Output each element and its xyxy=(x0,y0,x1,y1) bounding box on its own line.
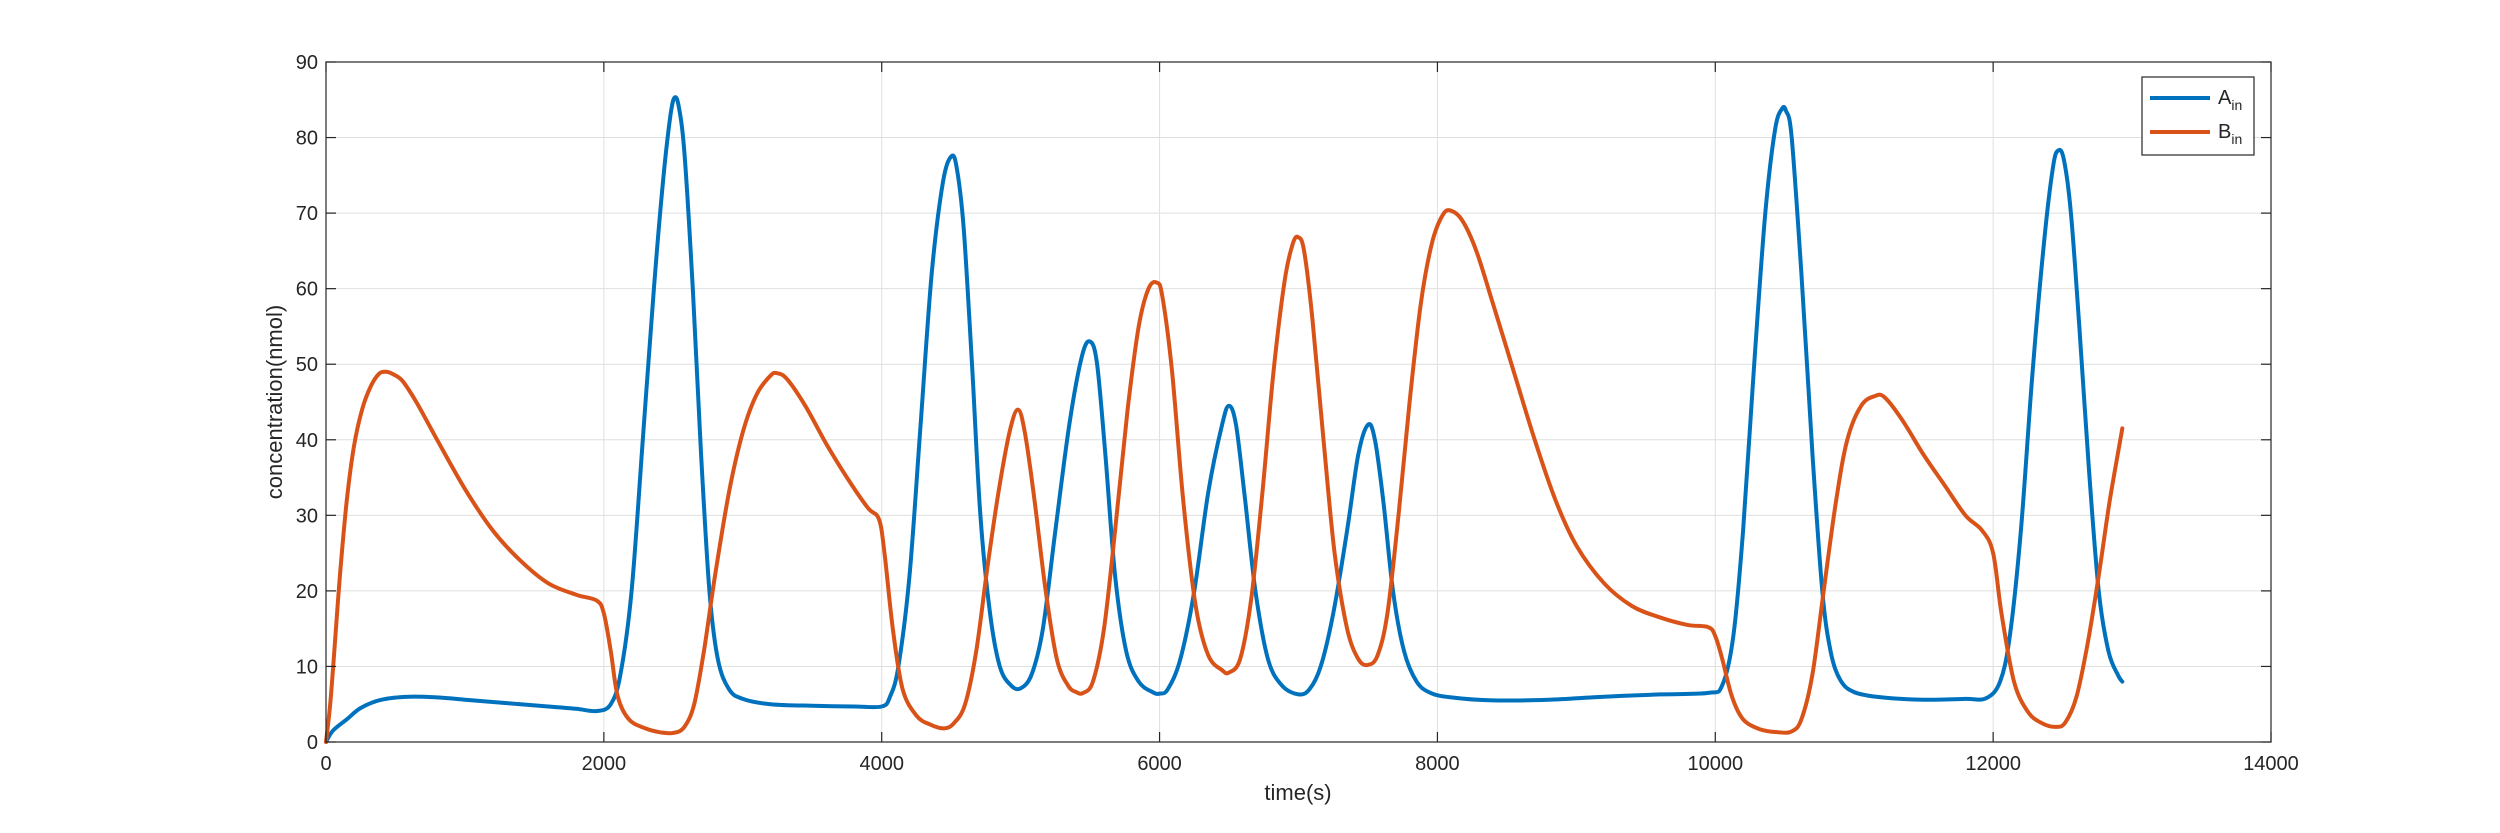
legend-entry-a-subscript: in xyxy=(2231,97,2242,113)
y-tick-label: 50 xyxy=(296,354,318,376)
x-tick-label: 4000 xyxy=(859,753,904,775)
legend-entry-a-name: A xyxy=(2218,87,2232,109)
legend-entry-b-name: B xyxy=(2218,121,2231,143)
legend-box xyxy=(2141,76,2255,156)
plot-area-border xyxy=(325,61,2272,743)
y-tick-label: 20 xyxy=(296,581,318,603)
series-line-b xyxy=(324,208,2125,744)
plot-area-background xyxy=(326,62,2271,742)
y-tick-label: 0 xyxy=(307,732,318,754)
y-tick-label: 10 xyxy=(296,656,318,678)
x-tick-label: 8000 xyxy=(1415,753,1460,775)
series-line-a xyxy=(324,95,2125,744)
y-tick-label: 30 xyxy=(296,505,318,527)
y-tick-label: 70 xyxy=(296,203,318,225)
y-tick-label: 80 xyxy=(296,128,318,150)
y-axis-label: concentration(nmol) xyxy=(262,305,287,499)
series-layer xyxy=(324,95,2125,744)
legend-entry-b: Bin xyxy=(2218,121,2242,147)
x-tick-label: 10000 xyxy=(1687,753,1743,775)
x-tick-label: 2000 xyxy=(582,753,627,775)
x-tick-label: 0 xyxy=(320,753,331,775)
legend: Ain Bin xyxy=(2141,76,2255,156)
legend-entry-a: Ain xyxy=(2218,87,2242,113)
y-tick-label: 90 xyxy=(296,52,318,74)
x-tick-label: 6000 xyxy=(1137,753,1182,775)
y-tick-label: 40 xyxy=(296,430,318,452)
y-tick-label: 60 xyxy=(296,279,318,301)
legend-entry-b-subscript: in xyxy=(2231,131,2242,147)
x-tick-label: 14000 xyxy=(2243,753,2299,775)
x-axis-label: time(s) xyxy=(1264,780,1331,805)
x-tick-label: 12000 xyxy=(1965,753,2021,775)
tick-labels: 0 2000 4000 6000 8000 10000 12000 14000 0 10 20 30 4… xyxy=(296,52,2299,775)
axis-ticks xyxy=(325,61,2272,743)
